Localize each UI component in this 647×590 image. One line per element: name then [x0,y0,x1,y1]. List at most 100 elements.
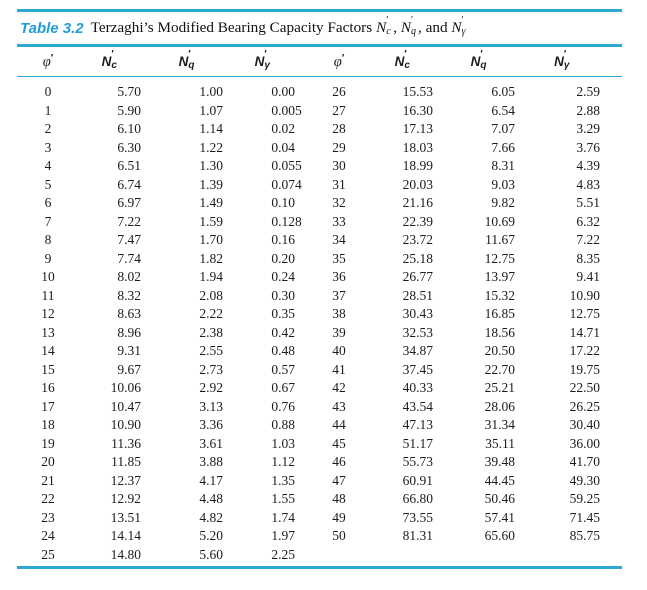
phi-cell: 32 [332,195,346,210]
phi-cell: 0 [44,84,52,99]
nq-cell: 9.82 [491,195,515,210]
nq-cell [443,546,525,565]
phi-cell: 22 [41,491,55,506]
ngamma-cell: 22.50 [569,380,600,395]
nc-cell: 10.47 [110,398,141,414]
ngamma-cell: 0.67 [271,380,295,395]
nc-cell: 55.73 [402,454,433,469]
nq-cell: 6.54 [491,102,515,118]
table-row: 4 6.51 1.30 0.055 30 18.99 8.31 4.39 [17,157,622,176]
ngamma-cell: 8.35 [576,250,600,266]
phi-cell: 35 [332,250,346,266]
factor-symbol-γ: N ′ γ [254,49,270,71]
phi-cell: 39 [332,324,346,340]
factor-γ-column-header: N ′ γ [525,47,622,77]
nc-cell: 9.31 [117,343,141,358]
nq-cell: 1.39 [199,176,223,192]
nq-cell: 15.32 [484,287,515,303]
nq-cell: 1.82 [199,250,223,266]
ngamma-cell: 0.20 [271,250,295,266]
table-row: 25 14.80 5.60 2.25 [17,546,622,565]
nq-cell: 2.73 [199,361,223,377]
nq-cell: 5.60 [199,546,223,562]
table-row: 7 7.22 1.59 0.128 33 22.39 10.69 6.32 [17,213,622,232]
factor-γ-column-header: N ′ γ [231,47,305,77]
nc-cell: 37.45 [402,361,433,377]
nc-cell: 17.13 [402,121,433,136]
factor-symbol-γ: N ′ γ [554,49,570,71]
ngamma-cell: 0.57 [271,361,295,377]
ngamma-cell: 19.75 [569,361,600,377]
nq-cell: 13.97 [484,269,515,284]
caption-factor-symbols: N ′ c, N ′ q, and N ′ γ [376,16,468,37]
phi-cell: 2 [44,121,52,136]
ngamma-cell: 2.88 [576,102,600,118]
factor-c-column-header: N ′ c [373,47,443,77]
phi-cell: 41 [332,361,346,377]
nc-cell: 6.51 [117,158,141,173]
phi-cell: 20 [41,454,55,469]
nc-cell: 16.30 [402,102,433,118]
phi-cell: 47 [332,472,346,488]
phi-cell: 23 [41,509,55,525]
nc-cell: 10.90 [110,417,141,432]
nq-cell: 1.22 [199,139,223,155]
nq-cell: 50.46 [484,491,515,506]
table-row: 24 14.14 5.20 1.97 50 81.31 65.60 85.75 [17,527,622,546]
phi-cell: 7 [44,213,52,229]
table-row: 21 12.37 4.17 1.35 47 60.91 44.45 49.30 [17,472,622,491]
table-row: 5 6.74 1.39 0.074 31 20.03 9.03 4.83 [17,176,622,195]
table-row: 3 6.30 1.22 0.04 29 18.03 7.66 3.76 [17,139,622,158]
nc-cell: 18.99 [402,158,433,173]
phi-cell [305,546,373,565]
nc-cell: 66.80 [402,491,433,506]
ngamma-cell: 5.51 [576,195,600,210]
nq-cell: 1.00 [199,84,223,99]
nq-cell: 2.92 [199,380,223,395]
nq-cell: 22.70 [484,361,515,377]
nc-cell: 11.36 [111,435,141,451]
table-number-label: Table 3.2 [20,19,84,37]
ngamma-cell: 3.76 [576,139,600,155]
phi-column-header: φ′ [305,47,373,77]
nq-cell: 4.48 [199,491,223,506]
ngamma-cell: 0.04 [271,139,295,155]
table-row: 13 8.96 2.38 0.42 39 32.53 18.56 14.71 [17,324,622,343]
phi-cell: 16 [41,380,55,395]
phi-cell: 18 [41,417,55,432]
nc-cell: 26.77 [402,269,433,284]
phi-cell: 3 [44,139,52,155]
nc-cell: 60.91 [402,472,433,488]
nq-cell: 2.08 [199,287,223,303]
table-row: 22 12.92 4.48 1.55 48 66.80 50.46 59.25 [17,490,622,509]
phi-cell: 33 [332,213,346,229]
phi-cell: 30 [332,158,346,173]
table-row: 8 7.47 1.70 0.16 34 23.72 11.67 7.22 [17,231,622,250]
ngamma-cell: 26.25 [569,398,600,414]
factor-symbol-q: N ′ q [470,49,487,71]
nc-cell: 12.37 [110,472,141,488]
factor-symbol-q: N ′ q [178,49,195,71]
ngamma-cell: 0.48 [271,343,295,358]
ngamma-cell: 30.40 [569,417,600,432]
phi-cell: 34 [332,232,346,247]
ngamma-cell: 0.074 [271,176,302,192]
nq-cell: 3.36 [199,417,223,432]
ngamma-cell: 1.55 [271,491,295,506]
nc-cell: 12.92 [110,491,141,506]
nq-cell: 16.85 [484,306,515,321]
phi-cell: 26 [332,84,346,99]
ngamma-cell: 0.35 [271,306,295,321]
ngamma-cell: 12.75 [569,306,600,321]
nc-cell: 25.18 [402,250,433,266]
ngamma-cell: 1.12 [271,454,295,469]
nc-cell: 7.22 [117,213,141,229]
nc-cell: 23.72 [402,232,433,247]
ngamma-cell: 1.97 [271,528,295,543]
nq-cell: 3.88 [199,454,223,469]
nc-cell: 21.16 [402,195,433,210]
nc-cell: 9.67 [117,361,141,377]
table-row: 16 10.06 2.92 0.67 42 40.33 25.21 22.50 [17,379,622,398]
nc-cell: 10.06 [110,380,141,395]
